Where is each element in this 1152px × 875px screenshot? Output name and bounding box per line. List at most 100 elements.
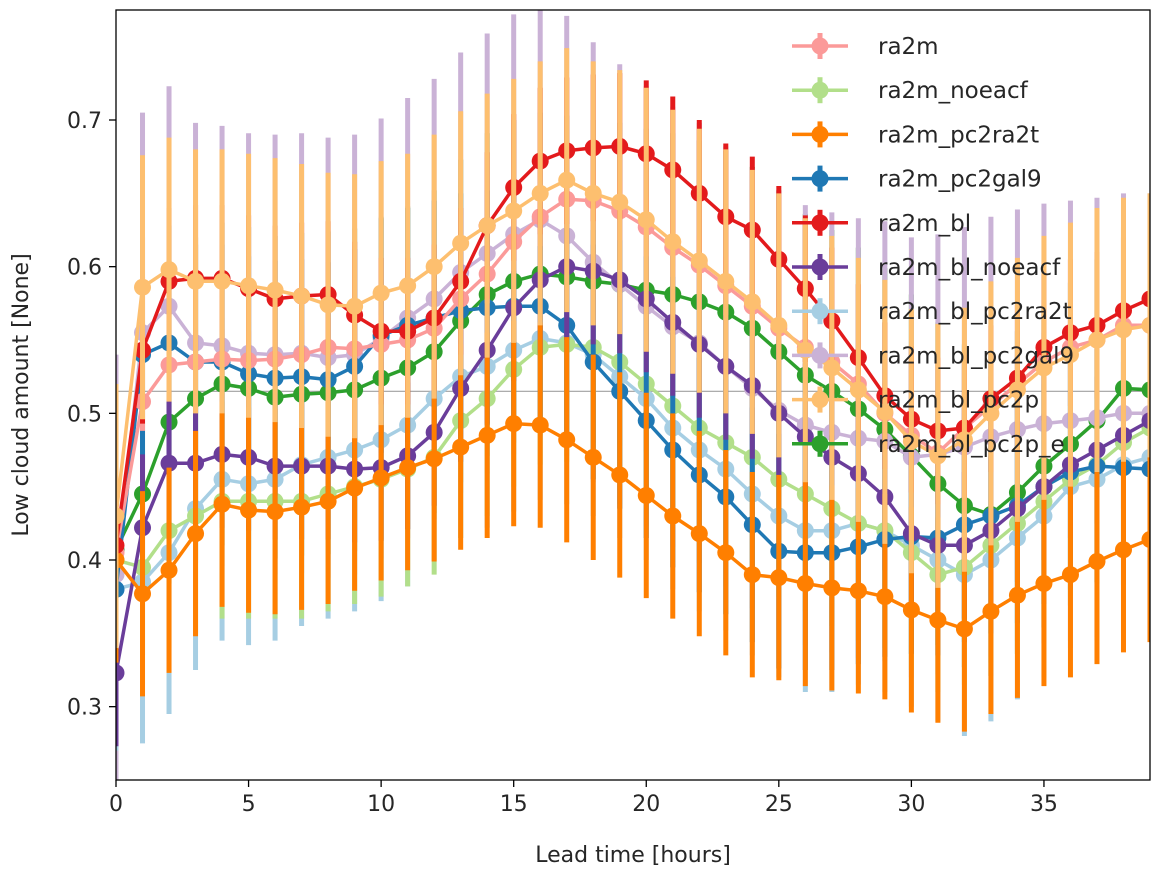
x-tick-label: 20 [632, 792, 660, 817]
data-point [770, 569, 788, 587]
data-point [1061, 346, 1079, 364]
data-point [982, 404, 1000, 422]
x-tick-label: 5 [242, 792, 256, 817]
data-point [902, 432, 920, 450]
data-point [664, 507, 682, 525]
series-line [116, 197, 1150, 554]
data-point [902, 601, 920, 619]
legend-entry-ra2m_pc2gal9: ra2m_pc2gal9 [792, 165, 1042, 193]
data-point [160, 261, 178, 279]
data-point [213, 272, 231, 290]
y-tick-label: 0.3 [67, 696, 102, 721]
data-point [796, 574, 814, 592]
data-point [240, 501, 258, 519]
legend-marker [811, 37, 829, 55]
data-point [1008, 381, 1026, 399]
data-point [452, 234, 470, 252]
data-point [743, 293, 761, 311]
data-point [664, 233, 682, 251]
data-point [717, 544, 735, 562]
y-axis-label: Low cloud amount [None] [9, 253, 34, 536]
series-ra2m_pc2ra2t [116, 320, 1150, 732]
data-point [505, 202, 523, 220]
data-point [531, 184, 549, 202]
data-point [1061, 566, 1079, 584]
data-point [187, 272, 205, 290]
data-point [876, 403, 894, 421]
legend-marker [811, 435, 829, 453]
data-point [1141, 316, 1150, 334]
legend-entry-ra2m_bl_pc2p_e: ra2m_bl_pc2p_e [792, 430, 1065, 458]
series-line [116, 217, 1150, 575]
series-ra2m_bl_pc2p [116, 48, 1150, 648]
data-point [823, 359, 841, 377]
data-point [849, 582, 867, 600]
legend-entry-ra2m: ra2m [792, 33, 939, 60]
data-point [770, 316, 788, 334]
data-point [929, 447, 947, 465]
data-point [955, 620, 973, 638]
data-point [823, 579, 841, 597]
data-point [266, 503, 284, 521]
data-point [425, 258, 443, 276]
data-point [505, 415, 523, 433]
data-point [399, 459, 417, 477]
data-point [743, 566, 761, 584]
legend-entry-ra2m_bl_pc2ra2t: ra2m_bl_pc2ra2t [792, 298, 1072, 325]
legend-label: ra2m_bl_pc2p [878, 388, 1039, 414]
data-point [1088, 552, 1106, 570]
x-tick-label: 35 [1030, 792, 1058, 817]
data-point [637, 211, 655, 229]
data-point [717, 272, 735, 290]
data-point [160, 561, 178, 579]
legend-label: ra2m [878, 34, 939, 60]
legend-marker [811, 170, 829, 188]
x-tick-label: 15 [500, 792, 528, 817]
plot-area [116, 10, 1150, 780]
legend-entry-ra2m_noeacf: ra2m_noeacf [792, 77, 1029, 104]
legend-marker [811, 302, 829, 320]
legend-entry-ra2m_bl_noeacf: ra2m_bl_noeacf [792, 254, 1061, 281]
axes: 0 5 10 15 20 25 30 35 0.3 0.4 0.5 0.6 0.7 [67, 9, 1151, 817]
x-tick-label: 25 [765, 792, 793, 817]
data-point [293, 287, 311, 305]
series-line [116, 144, 1150, 546]
data-point [293, 498, 311, 516]
data-point [558, 171, 576, 189]
legend-marker [811, 81, 829, 99]
data-point [876, 588, 894, 606]
data-point [319, 492, 337, 510]
y-tick-label: 0.6 [67, 256, 102, 281]
data-point [372, 284, 390, 302]
axes-frame [115, 9, 1151, 781]
data-point [1035, 359, 1053, 377]
data-point [558, 431, 576, 449]
series-line [116, 342, 1150, 577]
data-point [187, 525, 205, 543]
data-point [690, 252, 708, 270]
legend-entry-ra2m_bl_pc2p: ra2m_bl_pc2p [792, 386, 1039, 414]
data-point [372, 469, 390, 487]
data-point [1088, 331, 1106, 349]
legend-entry-ra2m_bl_pc2gal9: ra2m_bl_pc2gal9 [792, 342, 1074, 369]
legend-label: ra2m_pc2ra2t [878, 122, 1039, 148]
series-line [116, 178, 1150, 517]
data-point [1008, 586, 1026, 604]
legend: ra2m ra2m_noeacf ra2m_pc2ra2t ra2m_pc2gal9r… [792, 33, 1074, 458]
data-point [849, 381, 867, 399]
data-point [478, 426, 496, 444]
data-point [584, 184, 602, 202]
data-point [346, 479, 364, 497]
data-point [1114, 321, 1132, 339]
series-line [116, 421, 1150, 631]
y-tick-label: 0.7 [67, 109, 102, 134]
data-point [531, 416, 549, 434]
legend-marker [811, 391, 829, 409]
data-point [346, 297, 364, 315]
data-point [134, 278, 152, 296]
legend-label: ra2m_bl_pc2gal9 [878, 343, 1074, 369]
legend-entry-ra2m_pc2ra2t: ra2m_pc2ra2t [792, 121, 1039, 148]
data-point [425, 450, 443, 468]
data-point [690, 525, 708, 543]
